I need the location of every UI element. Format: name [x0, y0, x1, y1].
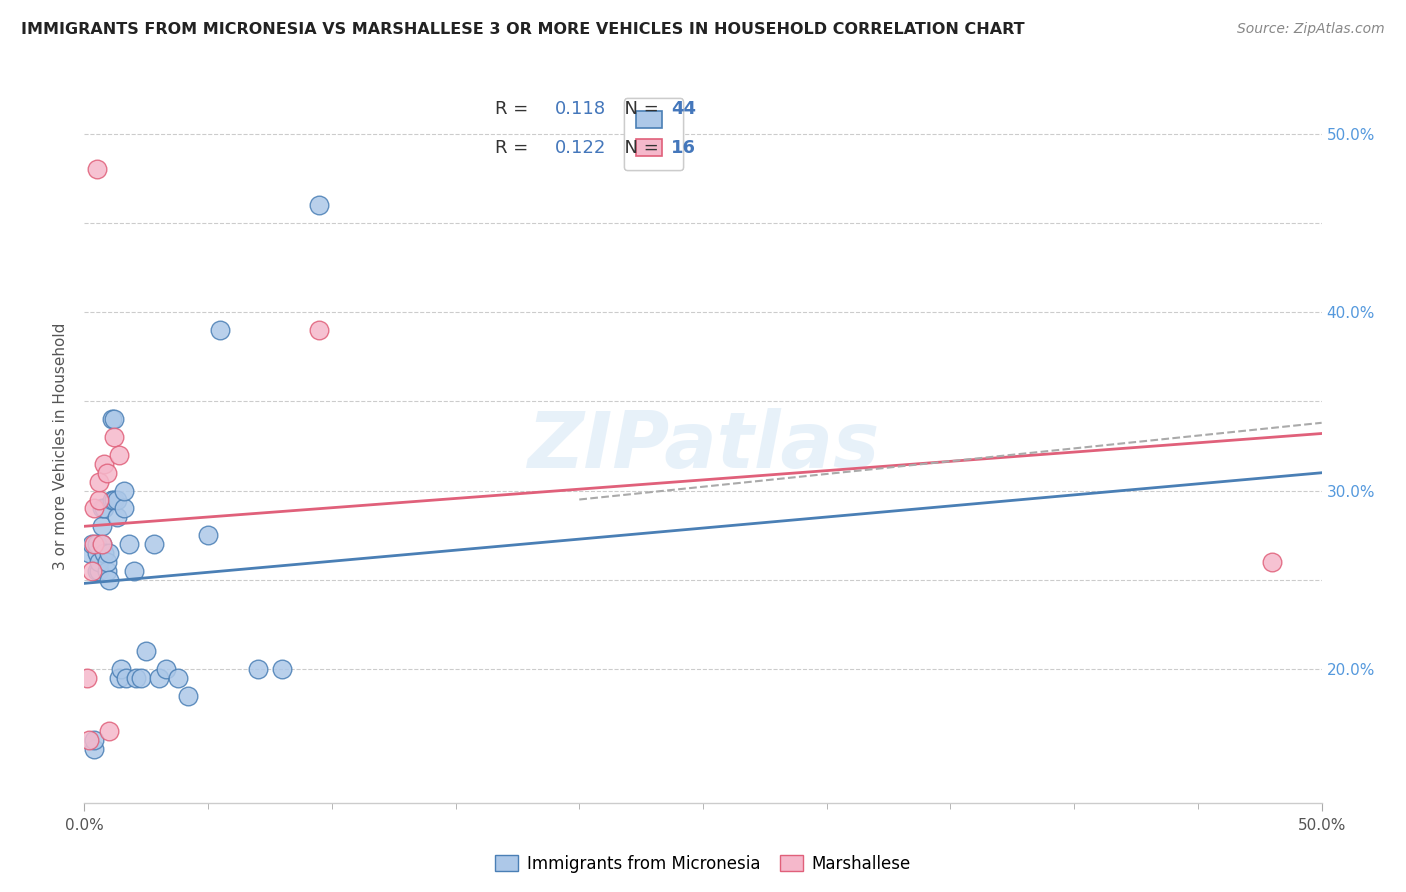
Point [103, 492, 125, 507]
Point [89, 492, 111, 507]
Point [83, 501, 105, 516]
Point [83, 742, 105, 756]
Legend: , : , [624, 98, 683, 170]
Point [103, 430, 125, 444]
Point [115, 671, 138, 685]
Text: R =: R = [495, 100, 534, 118]
Point [197, 528, 219, 542]
Text: 44: 44 [671, 100, 696, 118]
Point [89, 555, 111, 569]
Point [98, 573, 121, 587]
Legend: Immigrants from Micronesia, Marshallese: Immigrants from Micronesia, Marshallese [488, 848, 918, 880]
Point [100, 412, 122, 426]
Point [86, 537, 108, 551]
Point [83, 537, 105, 551]
Text: Source: ZipAtlas.com: Source: ZipAtlas.com [1237, 22, 1385, 37]
Point [118, 537, 141, 551]
Point [125, 671, 148, 685]
Point [86, 546, 108, 560]
Point [308, 323, 330, 337]
Text: ZIPatlas: ZIPatlas [527, 408, 879, 484]
Text: N =: N = [613, 100, 664, 118]
Point [110, 662, 132, 676]
Point [76, 671, 98, 685]
Point [108, 448, 131, 462]
Point [83, 733, 105, 747]
Point [155, 662, 177, 676]
Point [98, 724, 121, 739]
Point [98, 546, 121, 560]
Point [93, 501, 115, 516]
Point [129, 671, 152, 685]
Point [112, 501, 135, 516]
Point [90, 501, 112, 516]
Point [96, 466, 118, 480]
Point [209, 323, 232, 337]
Point [86, 162, 108, 177]
Point [79, 546, 101, 560]
Point [90, 537, 112, 551]
Point [271, 662, 294, 676]
Point [105, 492, 128, 507]
Point [100, 492, 122, 507]
Point [308, 198, 330, 212]
Point [1261, 555, 1284, 569]
Point [96, 564, 118, 578]
Point [90, 519, 112, 533]
Text: R =: R = [495, 139, 534, 157]
Point [96, 555, 118, 569]
Point [80, 537, 103, 551]
Point [93, 457, 115, 471]
Point [89, 564, 111, 578]
Text: 0.118: 0.118 [554, 100, 606, 118]
Text: IMMIGRANTS FROM MICRONESIA VS MARSHALLESE 3 OR MORE VEHICLES IN HOUSEHOLD CORREL: IMMIGRANTS FROM MICRONESIA VS MARSHALLES… [21, 22, 1025, 37]
Text: 0.122: 0.122 [554, 139, 606, 157]
Text: 16: 16 [671, 139, 696, 157]
Point [89, 475, 111, 489]
Point [108, 671, 131, 685]
Point [80, 564, 103, 578]
Point [148, 671, 170, 685]
Point [142, 537, 165, 551]
Point [112, 483, 135, 498]
Point [135, 644, 157, 658]
Point [167, 671, 190, 685]
Y-axis label: 3 or more Vehicles in Household: 3 or more Vehicles in Household [53, 322, 69, 570]
Point [122, 564, 145, 578]
Point [79, 733, 101, 747]
Point [103, 412, 125, 426]
Point [86, 564, 108, 578]
Text: N =: N = [613, 139, 664, 157]
Point [246, 662, 269, 676]
Point [90, 537, 112, 551]
Point [93, 546, 115, 560]
Point [105, 510, 128, 524]
Point [177, 689, 200, 703]
